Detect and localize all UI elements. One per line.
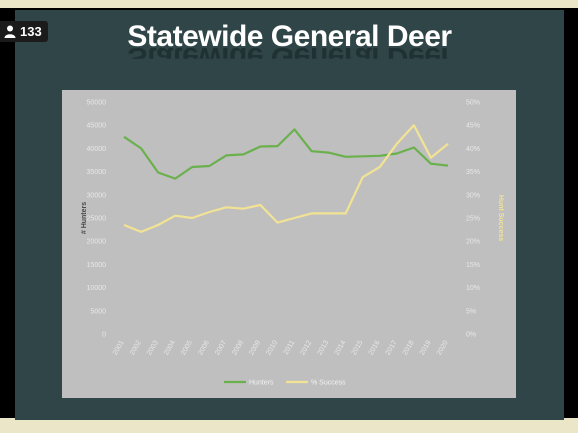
legend-hunters-label: Hunters (249, 380, 274, 387)
x-tick-label: 2007 (214, 339, 228, 356)
y2-tick-label: 0% (466, 332, 476, 339)
y2-tick-label: 20% (466, 239, 480, 246)
viewer-count: 133 (20, 24, 42, 39)
x-tick-label: 2008 (231, 339, 245, 356)
y2-tick-label: 35% (466, 169, 480, 176)
y-tick-label: 40000 (87, 146, 107, 153)
y-tick-label: 45000 (87, 123, 107, 130)
y2-tick-label: 45% (466, 123, 480, 130)
y-tick-label: 0 (102, 332, 106, 339)
x-tick-label: 2009 (248, 339, 262, 356)
hunters-success-chart: 0 5000 10000 15000 20000 25000 30000 35000 40000… (81, 100, 504, 387)
hunters-line (123, 128, 449, 180)
success-line (123, 124, 449, 233)
x-tick-label: 2010 (265, 339, 279, 356)
x-tick-label: 2001 (112, 339, 126, 356)
x-tick-label: 2017 (385, 339, 399, 356)
x-tick-label: 2014 (334, 339, 348, 356)
y2-tick-label: 10% (466, 285, 480, 292)
y2-tick-label: 50% (466, 100, 480, 107)
viewer-count-badge: 133 (0, 21, 48, 42)
x-tick-label: 2018 (402, 339, 416, 356)
chart-area (62, 90, 516, 398)
x-tick-label: 2005 (180, 339, 194, 356)
y-axis-title: # Hunters (81, 202, 88, 234)
y-tick-label: 35000 (87, 169, 107, 176)
y2-tick-label: 25% (466, 216, 480, 223)
x-tick-label: 2016 (368, 339, 382, 356)
y-tick-label: 5000 (90, 308, 106, 315)
x-tick-label: 2006 (197, 339, 211, 356)
x-tick-label: 2011 (283, 339, 297, 356)
x-tick-label: 2002 (129, 339, 143, 356)
legend-success-label: % Success (311, 380, 346, 387)
y-tick-label: 50000 (87, 100, 107, 107)
x-tick-label: 2013 (317, 339, 331, 356)
y-tick-label: 30000 (87, 192, 107, 199)
y2-tick-label: 5% (466, 308, 476, 315)
y-tick-label: 20000 (87, 239, 107, 246)
x-tick-label: 2003 (146, 339, 160, 356)
x-tick-label: 2012 (299, 339, 313, 356)
y2-axis-title: Hunt Success (497, 195, 504, 241)
x-tick-label: 2015 (351, 339, 365, 356)
y-tick-label: 15000 (87, 262, 107, 269)
y-tick-label: 10000 (87, 285, 107, 292)
x-tick-label: 2004 (163, 339, 177, 356)
y2-tick-label: 40% (466, 146, 480, 153)
y2-tick-label: 30% (466, 192, 480, 199)
x-tick-label: 2020 (436, 339, 450, 356)
slide-title: Statewide General Deer (127, 20, 452, 53)
y-tick-label: 25000 (87, 216, 107, 223)
person-icon (4, 25, 16, 38)
x-tick-label: 2019 (419, 339, 433, 356)
y2-tick-label: 15% (466, 262, 480, 269)
